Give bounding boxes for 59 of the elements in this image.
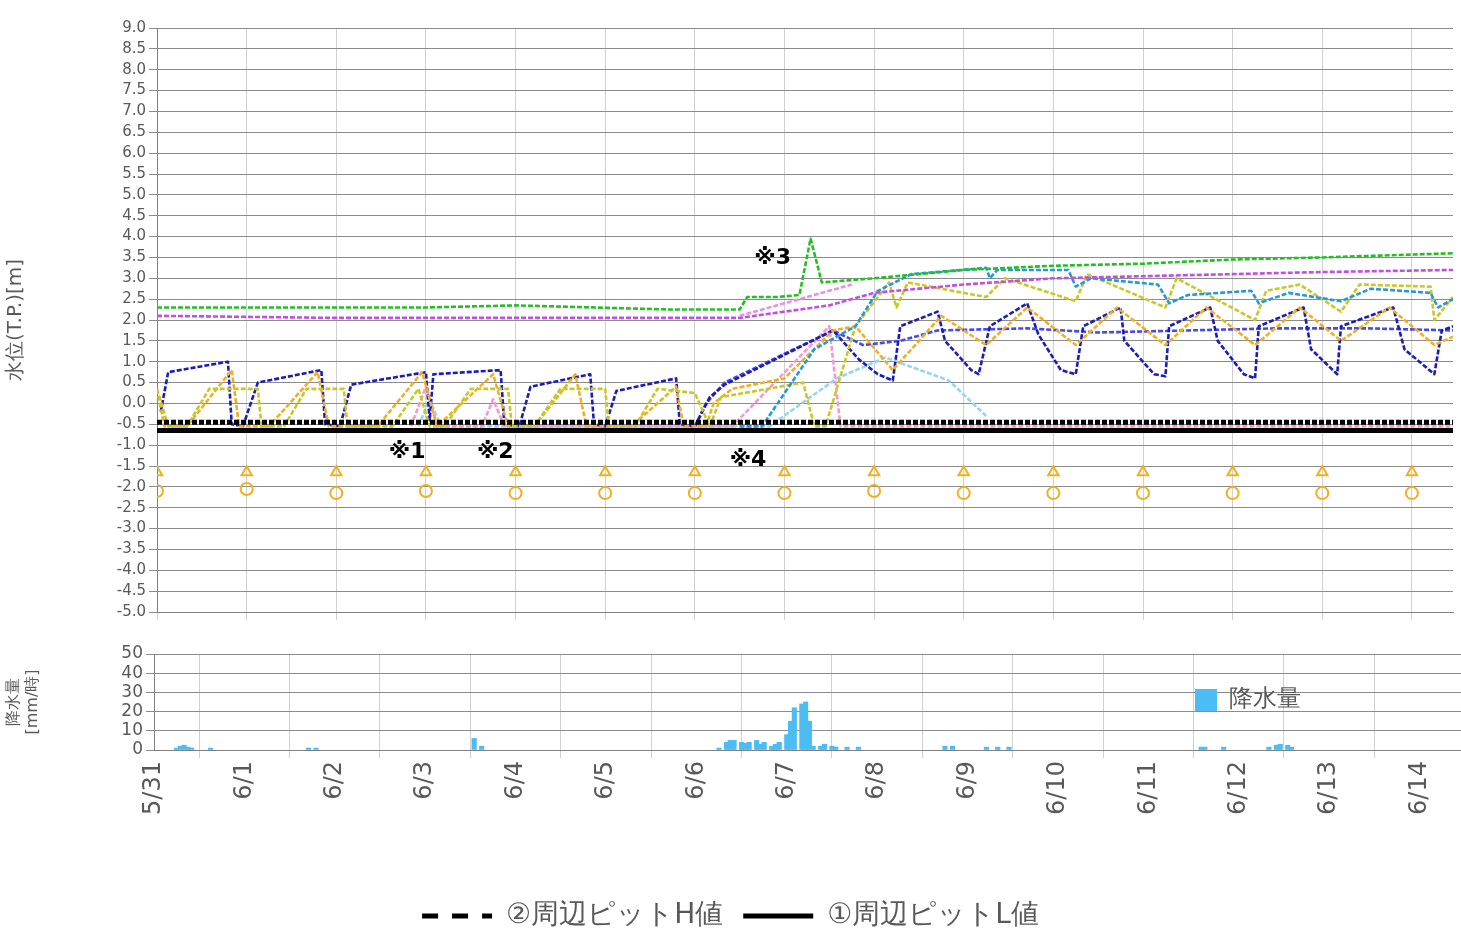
annotation: ※1: [388, 438, 426, 464]
y-tick-label: 2.5: [122, 289, 146, 308]
y-tick-label: 4.5: [122, 205, 146, 224]
x-tick-label: 6/4: [499, 761, 528, 800]
y-axis-title: 降水量 [mm/時]: [2, 669, 41, 735]
y-tick-label: 30: [121, 680, 143, 701]
y-tick-label: -1.0: [116, 435, 146, 454]
y-tick-label: -1.5: [116, 455, 146, 474]
y-tick-label: -3.0: [116, 518, 146, 537]
y-tick-label: -4.5: [116, 581, 146, 600]
x-tick-label: 6/9: [951, 761, 980, 800]
x-tick-label: 6/13: [1313, 761, 1342, 815]
y-tick-label: 2.0: [122, 309, 146, 328]
y-axis-title: 水位(T.P.)[m]: [2, 258, 27, 382]
y-tick-label: 0.0: [122, 393, 146, 412]
x-tick-label: 6/7: [771, 761, 800, 800]
x-tick-label: 6/12: [1223, 761, 1252, 815]
y-tick-label: 10: [121, 719, 143, 740]
y-tick-label: -4.0: [116, 560, 146, 579]
y-tick-label: 0: [132, 738, 143, 759]
y-tick-label: -2.0: [116, 476, 146, 495]
x-tick-label: 6/5: [590, 761, 619, 800]
y-tick-label: 6.5: [122, 122, 146, 141]
y-tick-label: 1.0: [122, 351, 146, 370]
y-tick-label: -2.5: [116, 497, 146, 516]
y-tick-label: 1.5: [122, 330, 146, 349]
y-tick-label: 5.5: [122, 163, 146, 182]
y-tick-label: 50: [121, 642, 143, 663]
y-tick-label: 3.0: [122, 268, 146, 287]
y-tick-label: 6.0: [122, 143, 146, 162]
y-tick-label: 7.0: [122, 101, 146, 120]
y-tick-label: 8.5: [122, 38, 146, 57]
x-tick-label: 6/6: [680, 761, 709, 800]
annotation: ※4: [729, 446, 767, 472]
y-tick-label: 40: [121, 661, 143, 682]
x-tick-label: 6/3: [409, 761, 438, 800]
y-tick-label: -5.0: [116, 601, 146, 620]
x-tick-label: 6/1: [228, 761, 257, 800]
x-tick-label: 6/14: [1403, 761, 1432, 815]
y-tick-label: -0.5: [116, 414, 146, 433]
annotation: ※3: [754, 243, 791, 269]
y-tick-label: 4.0: [122, 226, 146, 245]
legend-label: ①周辺ピットL値: [827, 897, 1039, 931]
legend-label: ②周辺ピットH値: [506, 897, 724, 931]
x-tick-label: 6/2: [319, 761, 348, 800]
y-tick-label: -3.5: [116, 539, 146, 558]
y-tick-label: 7.5: [122, 80, 146, 99]
x-tick-label: 6/11: [1132, 761, 1161, 815]
annotation: ※2: [476, 438, 514, 464]
y-tick-label: 3.5: [122, 247, 146, 266]
legend-label: 降水量: [1229, 684, 1301, 713]
x-tick-label: 5/31: [138, 761, 167, 815]
y-tick-label: 0.5: [122, 372, 146, 391]
y-tick-label: 8.0: [122, 59, 146, 78]
y-tick-label: 20: [121, 700, 143, 721]
x-tick-label: 6/8: [861, 761, 890, 800]
x-tick-label: 6/10: [1042, 761, 1071, 815]
y-tick-label: 5.0: [122, 184, 146, 203]
y-tick-label: 9.0: [122, 17, 146, 36]
